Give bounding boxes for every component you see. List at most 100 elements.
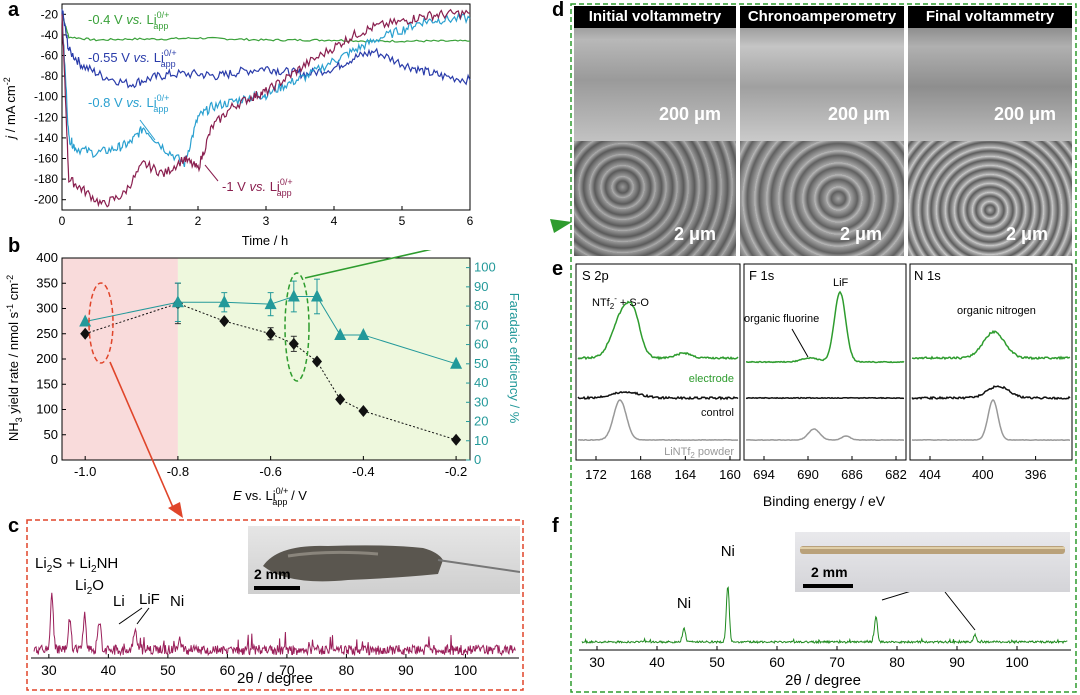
scale-bar-c: 2 mm: [254, 566, 291, 582]
chart-c-xtick-label: 30: [41, 662, 57, 678]
chart-b-point-yield: [80, 327, 91, 340]
e-trace-f1s-control: [745, 396, 905, 400]
chart-b-point-fe: [357, 327, 370, 340]
e-trace-n1s-control: [911, 385, 1071, 401]
chart-a-ytick-label: -40: [41, 28, 59, 42]
chart-b-y2tick-label: 20: [474, 414, 488, 429]
chart-a-xtick-label: 6: [467, 214, 474, 228]
chart-b-y2tick-label: 0: [474, 452, 481, 467]
series-label-055: -0.55 V vs. Li0/+ app: [88, 48, 177, 69]
chart-b-y2tick-label: 50: [474, 356, 488, 371]
chart-b-point-fe: [311, 289, 323, 302]
sem-scale-initial-top: 200 μm: [659, 104, 722, 124]
chart-b-point-fe: [264, 297, 277, 310]
sem-final: Final voltammetry 200 μm 2 μm: [908, 6, 1072, 256]
sem-scale-initial-bottom: 2 μm: [674, 224, 717, 244]
sem-title-chrono: Chronoamperometry: [747, 8, 897, 25]
peak-label-li2o: Li2O: [75, 577, 104, 597]
e-xtick-label: 160: [719, 467, 741, 482]
chart-a-ytick-label: -200: [34, 193, 58, 207]
e-sub-title-f1s: F 1s: [749, 268, 775, 283]
chart-a-xlabel: Time / h: [242, 233, 288, 248]
e-xtick-label: 404: [919, 467, 941, 482]
arrow-to-c-head: [168, 502, 183, 518]
chart-b-ytick-label: 100: [36, 402, 58, 417]
sem-chrono: Chronoamperometry 200 μm 2 μm: [740, 6, 904, 256]
arrow-to-d-head: [550, 219, 572, 233]
e-subframe-1: [743, 263, 907, 461]
chart-b-y2label: Faradaic efficiency / %: [507, 293, 522, 424]
e-note-orgf: organic fluorine: [744, 313, 819, 325]
chart-b-xtick-label: -0.4: [352, 464, 374, 479]
xrd-trace-f: [581, 586, 1068, 645]
panel-label-b: b: [8, 235, 20, 257]
peak-label-lif: LiF: [139, 591, 160, 608]
chart-b-point-yield: [288, 337, 299, 350]
chart-b-xlabel: E vs. Li0/+ app / V: [233, 486, 307, 507]
chart-c-xtick-label: 90: [398, 662, 414, 678]
series-label-04: -0.4 V vs. Li0/+ app: [88, 10, 169, 31]
chart-f-xtick-label: 90: [949, 654, 965, 670]
chart-b-point-fe: [79, 314, 92, 327]
chart-b-y2tick-label: 60: [474, 337, 488, 352]
chart-f-xtick-label: 100: [1005, 654, 1029, 670]
chart-c: 30 40 50 60 70 80 90 100 2θ / degree Li2S + Li2…: [31, 555, 519, 687]
chart-a-ytick-label: -100: [34, 90, 58, 104]
chart-a-xtick-label: 5: [399, 214, 406, 228]
e-trace-s2p-powder: [577, 399, 739, 442]
sem-scale-final-top: 200 μm: [994, 104, 1057, 124]
e-xtick-label: 396: [1025, 467, 1047, 482]
e-legend-electrode: electrode: [689, 373, 734, 385]
panel-label-d: d: [552, 0, 564, 21]
chart-b-point-yield: [219, 315, 230, 328]
chart-b-point-yield: [335, 393, 346, 406]
peak-label-li: Li: [113, 593, 125, 610]
chart-c-xtick-label: 100: [454, 662, 478, 678]
chart-e: 172 168 164 160 694 690 686 682 404 400 396 Bindin…: [575, 263, 1073, 509]
chart-b-ytick-label: 350: [36, 275, 58, 290]
chart-c-xtick-label: 40: [101, 662, 117, 678]
chart-b-y2tick-label: 30: [474, 394, 488, 409]
peak-label-ni-2: Ni: [721, 543, 735, 560]
chart-a-series-1: [61, 9, 471, 89]
chart-a-ytick-label: -20: [41, 7, 59, 21]
arrow-1: [204, 164, 219, 182]
e-trace-s2p-control: [577, 390, 739, 401]
e-xtick-label: 164: [674, 467, 696, 482]
chart-a-series-3: [61, 8, 471, 208]
chart-f-xtick-label: 40: [649, 654, 665, 670]
e-trace-f1s-electrode: [746, 290, 905, 364]
chart-a-ytick-label: -180: [34, 172, 58, 186]
chart-b-region-0: [62, 258, 178, 460]
chart-b-y2tick-label: 10: [474, 433, 488, 448]
chart-f-xtick-label: 60: [769, 654, 785, 670]
chart-b-y2tick-label: 40: [474, 375, 488, 390]
chart-a-ytick-label: -140: [34, 131, 58, 145]
chart-b-point-fe: [218, 295, 231, 308]
panel-label-a: a: [8, 0, 20, 21]
chart-b-xtick-label: -0.2: [445, 464, 467, 479]
chart-f-xtick-label: 30: [589, 654, 605, 670]
chart-b-ytick-label: 400: [36, 250, 58, 265]
chart-a-xtick-label: 4: [331, 214, 338, 228]
chart-b-ytick-label: 150: [36, 376, 58, 391]
arrow-ni-4: [944, 591, 976, 631]
e-trace-n1s-electrode: [911, 329, 1071, 361]
chart-b-point-yield: [451, 433, 462, 446]
highlight-ellipse-green: [284, 272, 310, 382]
arrow-lif-1: [118, 607, 143, 625]
xrd-trace-c: [33, 592, 516, 657]
e-legend-control: control: [701, 407, 734, 419]
chart-b-ytick-label: 0: [51, 452, 58, 467]
panel-label-c: c: [8, 515, 19, 537]
chart-b-point-fe: [334, 327, 347, 340]
photo-electrode-c: 2 mm: [248, 526, 520, 594]
red-dashed-frame: [26, 519, 524, 691]
arrow-lif-2: [136, 607, 150, 625]
peak-label-ni: Ni: [170, 593, 184, 610]
chart-a-ytick-label: -60: [41, 49, 59, 63]
peak-label-li2s: Li2S + Li2NH: [35, 555, 118, 575]
green-dashed-frame: [570, 3, 1077, 693]
e-sub-title-n1s: N 1s: [914, 268, 941, 283]
